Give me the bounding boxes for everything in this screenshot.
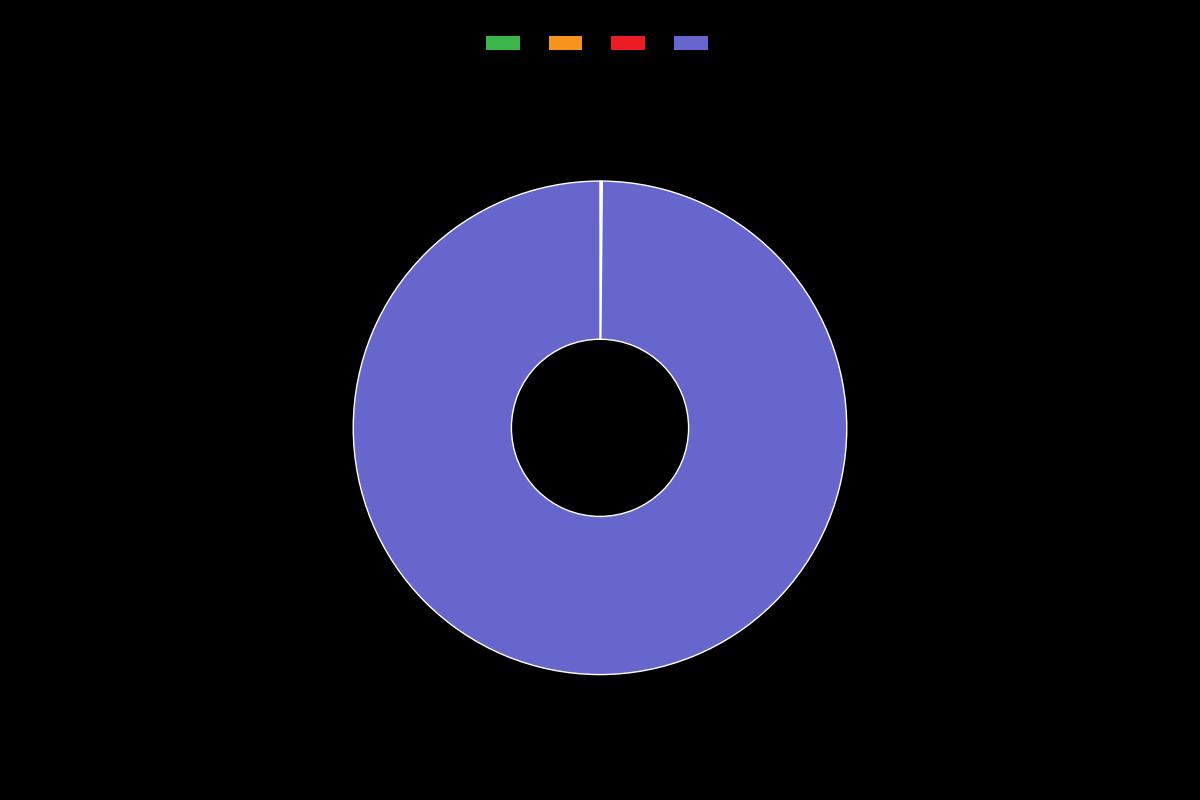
Legend: , , , : , , ,: [480, 30, 720, 57]
Wedge shape: [600, 181, 602, 339]
Wedge shape: [353, 181, 847, 674]
Wedge shape: [600, 181, 601, 339]
